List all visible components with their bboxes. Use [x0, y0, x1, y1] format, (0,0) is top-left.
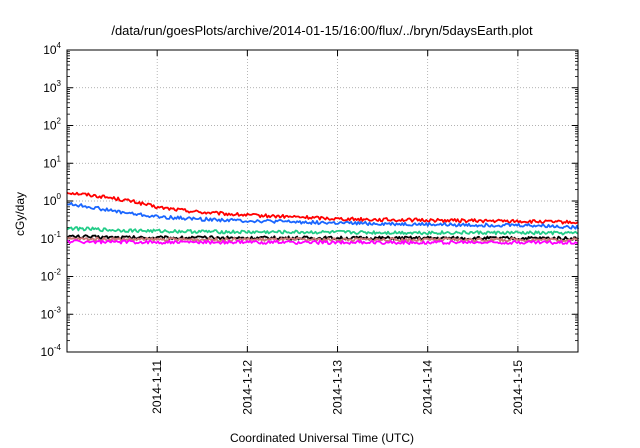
y-tick-labels: 10-4 10-3 10-2 10-1 100 101 102 103 104 — [41, 41, 62, 359]
x-tick-labels: 2014-1-11 2014-1-12 2014-1-13 2014-1-14 2014… — [150, 360, 525, 415]
x-tick-label: 2014-1-11 — [150, 360, 164, 414]
x-axis-label: Coordinated Universal Time (UTC) — [230, 431, 414, 445]
y-tick-label: 103 — [43, 79, 61, 95]
y-tick-label: 10-3 — [41, 305, 62, 321]
plot-frame — [66, 49, 579, 353]
y-tick-label: 10-1 — [41, 230, 62, 246]
y-tick-label: 10-2 — [41, 268, 62, 284]
gridlines — [67, 50, 578, 352]
series-line-1 — [66, 191, 579, 225]
series-line-6 — [66, 239, 579, 246]
y-tick-label: 102 — [43, 117, 61, 133]
chart-title: /data/run/goesPlots/archive/2014-01-15/1… — [111, 23, 533, 38]
y-tick-label: 100 — [43, 192, 61, 208]
y-tick-label: 10-4 — [41, 343, 62, 359]
y-tick-label: 101 — [43, 154, 61, 170]
x-tick-label: 2014-1-13 — [331, 360, 345, 415]
series-line-5 — [66, 236, 580, 243]
x-tick-label: 2014-1-15 — [511, 360, 525, 415]
x-tick-label: 2014-1-14 — [421, 360, 435, 415]
x-tick-label: 2014-1-12 — [240, 360, 254, 415]
series-line-3 — [66, 226, 579, 236]
y-axis-label: cGy/day — [13, 192, 27, 236]
y-tick-label: 104 — [43, 41, 61, 57]
series-layer — [66, 191, 580, 246]
series-line-2 — [66, 201, 580, 230]
